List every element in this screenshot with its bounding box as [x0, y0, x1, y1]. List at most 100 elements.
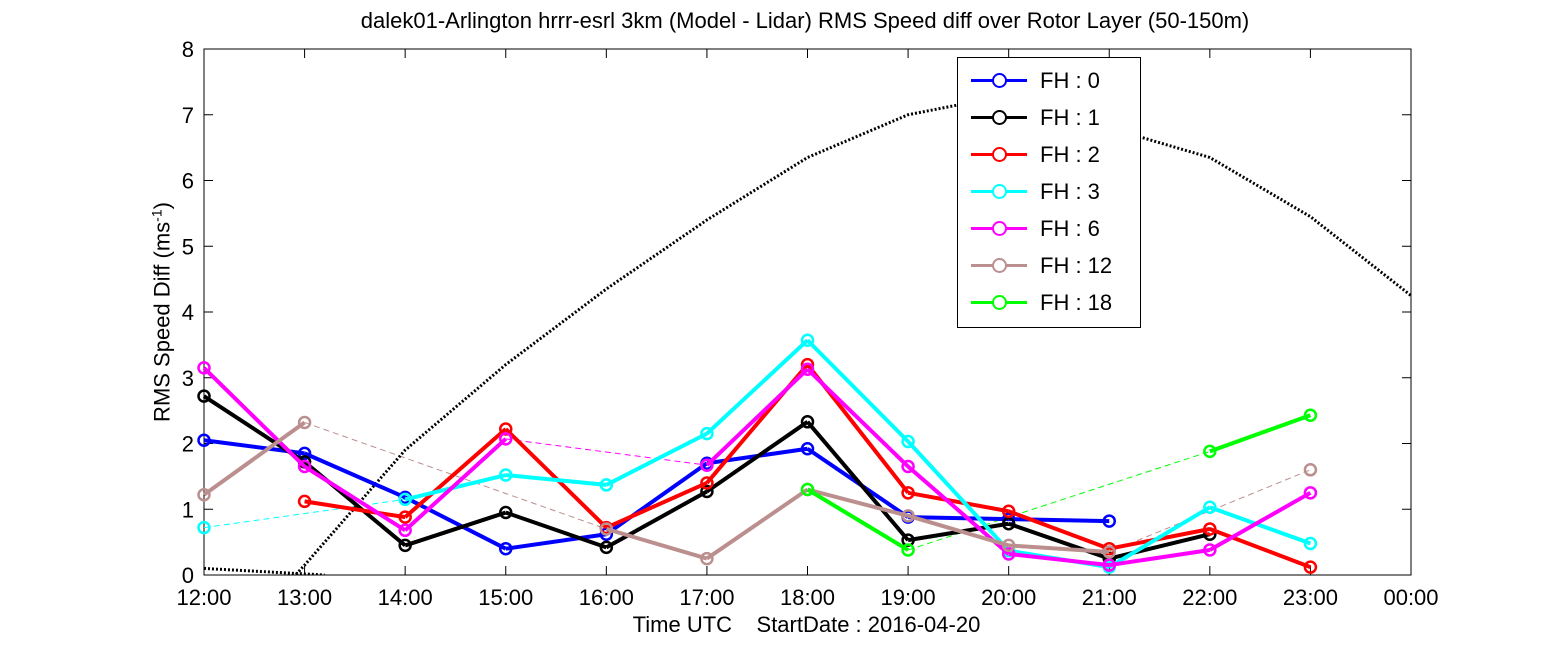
series-segment	[403, 437, 508, 532]
legend-swatch-marker	[992, 110, 1007, 125]
x-tick-label: 17:00	[679, 585, 734, 610]
data-point	[901, 509, 915, 523]
series-segment	[404, 510, 507, 548]
y-axis-label: RMS Speed Diff (ms-1)	[148, 202, 175, 422]
legend-item: FH : 1	[958, 103, 1140, 133]
series-segment	[1208, 491, 1312, 552]
legend-swatch-marker	[992, 258, 1007, 273]
data-point	[901, 486, 915, 500]
data-point	[1001, 547, 1016, 561]
data-point	[499, 541, 513, 556]
legend-swatch-marker	[992, 147, 1007, 162]
data-point	[1303, 408, 1318, 422]
data-point	[398, 538, 412, 553]
series-segment	[1209, 413, 1312, 454]
data-point	[1303, 536, 1318, 551]
series-segment	[605, 489, 708, 550]
data-point	[901, 459, 915, 474]
data-point	[297, 415, 312, 430]
data-point	[599, 478, 614, 492]
series-segment	[906, 440, 1011, 553]
series-2	[297, 357, 1318, 574]
x-tick-label: 13:00	[277, 585, 332, 610]
data-point	[297, 446, 312, 461]
series-segment	[505, 473, 607, 487]
data-point	[297, 494, 312, 509]
legend-label: FH : 3	[1040, 179, 1100, 204]
x-tick-label: 14:00	[378, 585, 433, 610]
series-3	[197, 333, 1318, 574]
series-gap-segment	[203, 498, 406, 529]
x-tick-label: 23:00	[1283, 585, 1338, 610]
series-segment	[605, 431, 708, 487]
x-tick-label: 00:00	[1383, 585, 1438, 610]
data-point	[800, 482, 815, 497]
reference-curve-path	[293, 103, 1411, 575]
y-tick-label: 3	[182, 366, 194, 391]
legend-label: FH : 12	[1040, 253, 1113, 278]
legend-swatch-marker	[992, 295, 1007, 310]
data-point	[1102, 514, 1116, 528]
data-point	[1203, 527, 1217, 541]
series-gap-segment	[304, 421, 607, 530]
series-segment	[202, 366, 306, 468]
legend-item: FH : 18	[958, 288, 1140, 318]
series-segment	[907, 490, 1010, 514]
series-segment	[303, 464, 407, 532]
series-segment	[705, 487, 809, 561]
data-point	[1102, 545, 1116, 559]
series-4	[197, 361, 1318, 572]
data-point	[1303, 486, 1318, 500]
x-tick-label: 15:00	[478, 585, 533, 610]
x-tick-label: 20:00	[981, 585, 1036, 610]
data-point	[297, 459, 312, 474]
legend-label: FH : 6	[1040, 216, 1100, 241]
data-point	[499, 468, 513, 482]
series-segment	[806, 367, 910, 468]
data-point	[197, 361, 211, 375]
y-axis-label-sup: -1	[148, 209, 165, 222]
data-point	[1203, 522, 1217, 536]
data-point	[1303, 463, 1318, 477]
series-segment	[1108, 532, 1211, 561]
data-point	[800, 362, 815, 376]
data-point	[901, 543, 915, 557]
series-segment	[907, 513, 1010, 548]
data-point	[499, 432, 513, 446]
data-point	[599, 527, 614, 541]
series-segment	[605, 527, 708, 561]
data-point	[197, 520, 211, 535]
series-segment	[1008, 517, 1110, 524]
series-segment	[908, 515, 1009, 522]
data-point	[700, 426, 714, 441]
data-point	[1001, 516, 1016, 531]
y-tick-label: 7	[182, 103, 194, 128]
x-tick-label: 12:00	[176, 585, 231, 610]
x-tick-label: 22:00	[1182, 585, 1237, 610]
series-segment	[1108, 548, 1211, 568]
legend-swatch-marker	[992, 221, 1007, 236]
series-segment	[605, 461, 709, 536]
series-5	[197, 415, 1318, 566]
series-segment	[806, 487, 910, 552]
gap-connector-lines	[203, 421, 1311, 553]
legend-label: FH : 0	[1040, 68, 1100, 93]
y-axis-label-end: )	[149, 202, 175, 210]
data-point	[197, 389, 211, 403]
data-point	[1203, 500, 1217, 515]
series-segment	[403, 427, 508, 519]
series-segment	[1209, 527, 1312, 569]
reference-segment-path	[204, 566, 325, 575]
x-tick-label: 19:00	[881, 585, 936, 610]
legend-swatch-marker	[992, 73, 1007, 88]
data-point	[499, 505, 513, 520]
series-segment	[1008, 551, 1110, 568]
y-tick-label: 6	[182, 169, 194, 194]
data-point	[1001, 504, 1016, 518]
series-segment	[705, 338, 809, 436]
y-tick-label: 0	[182, 563, 194, 588]
legend: FH : 0 FH : 1 FH : 2 FH : 3 FH : 6 FH : 12 FH …	[957, 57, 1141, 328]
series-segment	[1007, 509, 1110, 551]
y-axis-label-text: RMS Speed Diff (ms	[149, 221, 175, 422]
